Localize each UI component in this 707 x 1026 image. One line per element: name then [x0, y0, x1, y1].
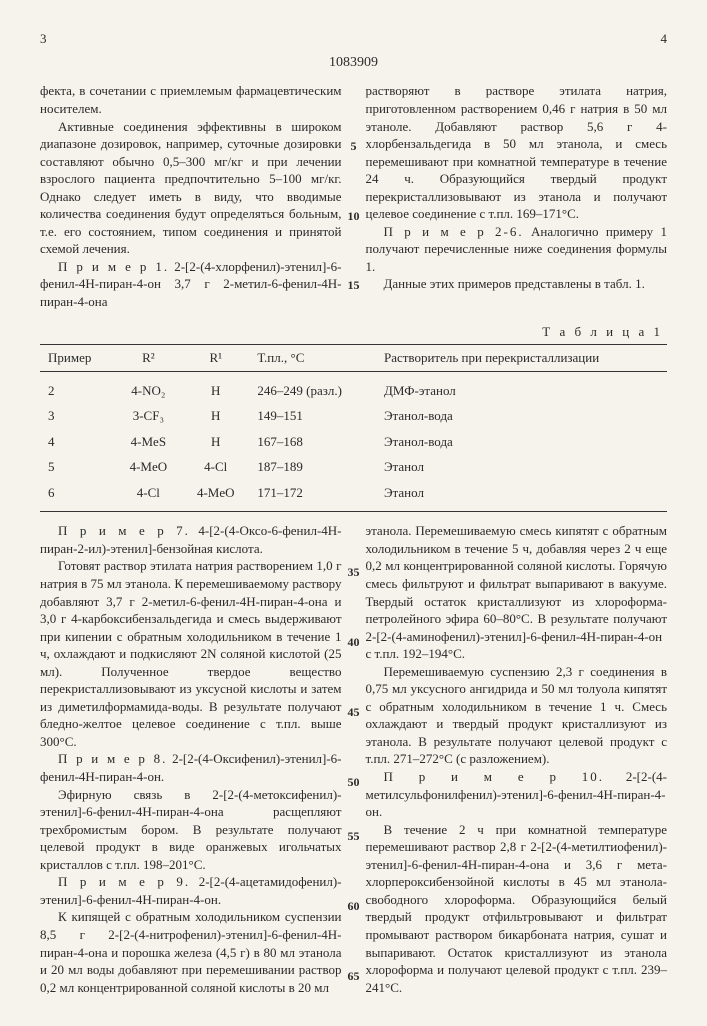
table-cell: 5	[40, 454, 115, 480]
upper-col-left: фекта, в сочетании с приемлемым фармацев…	[40, 82, 342, 310]
table-1-body: 24-NO₂H246–249 (разл.)ДМФ-этанол33-CF₃H1…	[40, 371, 667, 512]
table-cell: ДМФ-этанол	[376, 371, 667, 403]
table-row: 54-MeO4-Cl187–189Этанол	[40, 454, 667, 480]
ll-p3: П р и м е р 8. 2-[2-(4-Оксифенил)-этенил…	[40, 750, 342, 785]
ll-p5: П р и м е р 9. 2-[2-(4-ацетамидофенил)-э…	[40, 873, 342, 908]
line-mark-50: 50	[348, 774, 360, 790]
table-cell: Этанол-вода	[376, 429, 667, 455]
ur-p1: растворяют в растворе этилата натрия, пр…	[366, 82, 668, 222]
page-num-right: 4	[661, 30, 668, 48]
line-mark-55: 55	[348, 828, 360, 844]
table-cell: H	[182, 429, 249, 455]
example-9-label: П р и м е р 9.	[58, 874, 190, 889]
line-mark-10: 10	[348, 208, 360, 224]
line-mark-40: 40	[348, 634, 360, 650]
table-cell: 4	[40, 429, 115, 455]
document-number: 1083909	[40, 54, 667, 73]
table-row: 64-Cl4-MeO171–172Этанол	[40, 480, 667, 512]
table-cell: 3-CF₃	[115, 403, 182, 429]
table-cell: 3	[40, 403, 115, 429]
line-mark-5: 5	[351, 138, 357, 154]
ll-p1: П р и м е р 7. 4-[2-(4-Оксо-6-фенил-4H-п…	[40, 522, 342, 557]
page-num-left: 3	[40, 30, 47, 48]
line-mark-35: 35	[348, 564, 360, 580]
ur-p2: П р и м е р 2-6. Аналогично примеру 1 по…	[366, 223, 668, 276]
lower-columns: 35 40 45 50 55 60 65 П р и м е р 7. 4-[2…	[40, 522, 667, 996]
table-cell: 246–249 (разл.)	[249, 371, 376, 403]
table-cell: H	[182, 371, 249, 403]
table-1-wrap: Т а б л и ц а 1 Пример R² R¹ Т.пл., °С Р…	[40, 323, 667, 513]
table-cell: 149–151	[249, 403, 376, 429]
table-cell: 4-NO₂	[115, 371, 182, 403]
lr-p1: этанола. Перемешиваемую смесь кипятят с …	[366, 522, 668, 662]
table-cell: 187–189	[249, 454, 376, 480]
table-cell: H	[182, 403, 249, 429]
table-1-label: Т а б л и ц а 1	[40, 323, 667, 341]
table-cell: 171–172	[249, 480, 376, 512]
th-3: Т.пл., °С	[249, 345, 376, 372]
table-1: Пример R² R¹ Т.пл., °С Растворитель при …	[40, 344, 667, 512]
ul-p2: Активные соединения эффективны в широком…	[40, 118, 342, 258]
ur-p3: Данные этих примеров представлены в табл…	[366, 275, 668, 293]
th-4: Растворитель при перекристаллизации	[376, 345, 667, 372]
ul-p1: фекта, в сочетании с приемлемым фармацев…	[40, 82, 342, 117]
table-cell: 167–168	[249, 429, 376, 455]
upper-col-right: растворяют в растворе этилата натрия, пр…	[366, 82, 668, 310]
ll-p6: К кипящей с обратным холодильником суспе…	[40, 908, 342, 996]
table-cell: Этанол	[376, 454, 667, 480]
ll-p2: Готовят раствор этилата натрия растворен…	[40, 557, 342, 750]
example-7-label: П р и м е р 7.	[58, 523, 190, 538]
lr-p2: Перемешиваемую суспензию 2,3 г соединени…	[366, 663, 668, 768]
example-10-label: П р и м е р 10.	[384, 769, 605, 784]
table-cell: 4-MeS	[115, 429, 182, 455]
example-1-label: П р и м е р 1.	[58, 259, 169, 274]
line-mark-15: 15	[348, 277, 360, 293]
table-cell: 4-Cl	[115, 480, 182, 512]
table-row: 33-CF₃H149–151Этанол-вода	[40, 403, 667, 429]
table-cell: Этанол-вода	[376, 403, 667, 429]
th-1: R²	[115, 345, 182, 372]
table-cell: 4-MeO	[115, 454, 182, 480]
table-cell: 6	[40, 480, 115, 512]
ll-p4: Эфирную связь в 2-[2-(4-метоксифенил)-эт…	[40, 786, 342, 874]
line-mark-65: 65	[348, 968, 360, 984]
ul-p3: П р и м е р 1. 2-[2-(4-хлорфенил)-этенил…	[40, 258, 342, 311]
example-2-6-label: П р и м е р 2-6.	[384, 224, 524, 239]
table-row: 44-MeSH167–168Этанол-вода	[40, 429, 667, 455]
table-cell: 4-Cl	[182, 454, 249, 480]
lr-p3: П р и м е р 10. 2-[2-(4-метилсульфонилфе…	[366, 768, 668, 821]
line-mark-45: 45	[348, 704, 360, 720]
table-cell: 2	[40, 371, 115, 403]
th-2: R¹	[182, 345, 249, 372]
lower-col-right: этанола. Перемешиваемую смесь кипятят с …	[366, 522, 668, 996]
example-8-label: П р и м е р 8.	[58, 751, 167, 766]
lower-col-left: П р и м е р 7. 4-[2-(4-Оксо-6-фенил-4H-п…	[40, 522, 342, 996]
table-row: 24-NO₂H246–249 (разл.)ДМФ-этанол	[40, 371, 667, 403]
table-cell: 4-MeO	[182, 480, 249, 512]
lr-p4: В течение 2 ч при комнатной температуре …	[366, 821, 668, 996]
table-cell: Этанол	[376, 480, 667, 512]
line-mark-60: 60	[348, 898, 360, 914]
upper-columns: 5 10 15 фекта, в сочетании с приемлемым …	[40, 82, 667, 310]
th-0: Пример	[40, 345, 115, 372]
